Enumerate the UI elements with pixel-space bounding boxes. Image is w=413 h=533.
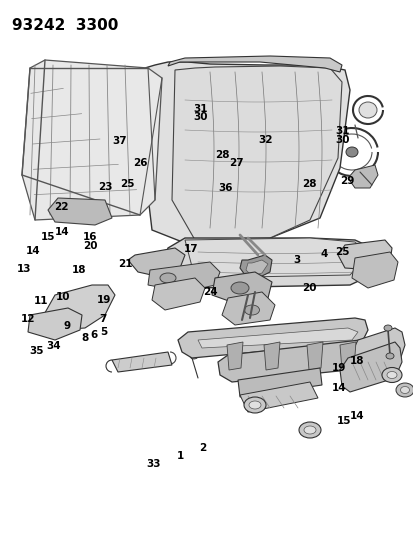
Polygon shape	[339, 342, 355, 370]
Ellipse shape	[399, 386, 408, 393]
Text: 18: 18	[72, 265, 87, 275]
Polygon shape	[152, 278, 204, 310]
Polygon shape	[147, 262, 219, 292]
Polygon shape	[168, 56, 341, 72]
Text: 14: 14	[331, 383, 346, 393]
Polygon shape	[22, 60, 161, 220]
Text: 22: 22	[54, 202, 69, 212]
Polygon shape	[197, 328, 357, 348]
Ellipse shape	[386, 372, 396, 378]
Ellipse shape	[395, 383, 413, 397]
Ellipse shape	[230, 282, 248, 294]
Text: 19: 19	[97, 295, 111, 305]
Polygon shape	[263, 342, 279, 370]
Text: 31: 31	[335, 126, 349, 136]
Polygon shape	[306, 342, 322, 370]
Polygon shape	[218, 340, 374, 382]
Text: 36: 36	[218, 183, 233, 192]
Ellipse shape	[381, 367, 401, 383]
Polygon shape	[28, 308, 82, 340]
Text: 26: 26	[132, 158, 147, 167]
Text: 32: 32	[258, 135, 273, 144]
Ellipse shape	[385, 353, 393, 359]
Text: 12: 12	[21, 314, 36, 324]
Text: 30: 30	[335, 135, 349, 144]
Text: 15: 15	[335, 416, 350, 426]
Polygon shape	[240, 255, 271, 278]
Text: 2: 2	[199, 443, 206, 453]
Text: 93242  3300: 93242 3300	[12, 18, 118, 33]
Polygon shape	[226, 342, 242, 370]
Ellipse shape	[159, 273, 176, 283]
Polygon shape	[351, 252, 397, 288]
Text: 33: 33	[145, 459, 160, 469]
Text: 16: 16	[83, 232, 97, 241]
Text: 13: 13	[17, 264, 31, 274]
Text: 9: 9	[63, 321, 71, 331]
Text: 10: 10	[55, 293, 70, 302]
Polygon shape	[339, 342, 401, 392]
Text: 28: 28	[215, 150, 230, 159]
Polygon shape	[240, 382, 317, 412]
Polygon shape	[142, 62, 349, 245]
Polygon shape	[48, 198, 112, 225]
Ellipse shape	[383, 325, 391, 331]
Polygon shape	[128, 248, 185, 278]
Text: 14: 14	[55, 227, 69, 237]
Ellipse shape	[303, 426, 315, 434]
Text: 20: 20	[83, 241, 97, 251]
Polygon shape	[221, 292, 274, 325]
Text: 3: 3	[293, 255, 300, 264]
Text: 17: 17	[183, 245, 198, 254]
Text: 21: 21	[117, 260, 132, 269]
Polygon shape	[171, 66, 341, 240]
Text: 11: 11	[33, 296, 48, 306]
Polygon shape	[347, 165, 377, 188]
Text: 25: 25	[335, 247, 349, 256]
Text: 4: 4	[319, 249, 327, 259]
Text: 15: 15	[40, 232, 55, 242]
Polygon shape	[112, 352, 171, 372]
Text: 31: 31	[193, 104, 208, 114]
Polygon shape	[245, 260, 267, 276]
Text: 5: 5	[100, 327, 107, 336]
Ellipse shape	[190, 353, 197, 359]
Ellipse shape	[358, 102, 376, 118]
Text: 20: 20	[301, 283, 316, 293]
Text: 7: 7	[99, 314, 106, 324]
Text: 19: 19	[331, 363, 345, 373]
Text: 23: 23	[98, 182, 113, 191]
Text: 24: 24	[202, 287, 217, 297]
Ellipse shape	[345, 147, 357, 157]
Text: 25: 25	[120, 179, 135, 189]
Text: 27: 27	[229, 158, 244, 167]
Polygon shape	[237, 368, 321, 397]
Text: 34: 34	[46, 342, 61, 351]
Text: 30: 30	[193, 112, 208, 122]
Polygon shape	[178, 318, 367, 358]
Text: 8: 8	[81, 333, 88, 343]
Text: 1: 1	[176, 451, 183, 461]
Ellipse shape	[298, 422, 320, 438]
Text: 35: 35	[29, 346, 44, 356]
Polygon shape	[161, 238, 371, 288]
Ellipse shape	[243, 397, 266, 413]
Text: 6: 6	[90, 330, 98, 340]
Polygon shape	[337, 240, 391, 270]
Text: 14: 14	[26, 246, 40, 255]
Ellipse shape	[244, 305, 259, 315]
Polygon shape	[351, 328, 404, 372]
Text: 18: 18	[349, 357, 363, 366]
Text: 14: 14	[349, 411, 363, 421]
Polygon shape	[42, 285, 115, 330]
Polygon shape	[211, 272, 271, 305]
Text: 29: 29	[340, 176, 354, 186]
Ellipse shape	[248, 401, 260, 409]
Text: 28: 28	[301, 179, 316, 189]
Polygon shape	[185, 238, 367, 278]
Text: 37: 37	[112, 136, 126, 146]
